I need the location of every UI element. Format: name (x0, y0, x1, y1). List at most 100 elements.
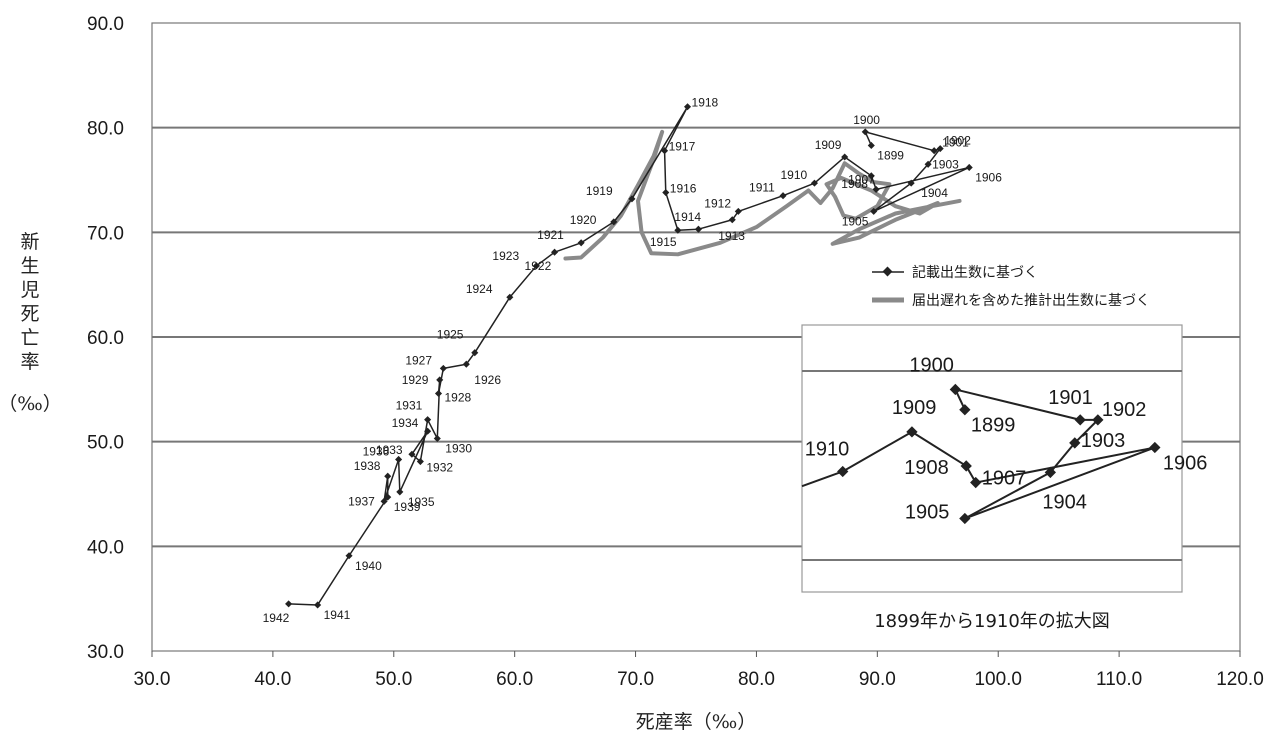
x-tick-label: 110.0 (1096, 669, 1142, 690)
point-label: 1930 (445, 442, 472, 456)
point-label: 1906 (975, 170, 1002, 184)
data-point (867, 141, 875, 149)
point-label: 1914 (674, 210, 701, 224)
svg-text:新: 新 (20, 231, 39, 253)
inset-point-label: 1909 (892, 397, 937, 419)
inset-point-label: 1900 (909, 354, 954, 376)
svg-text:死: 死 (20, 303, 39, 325)
data-point (408, 450, 416, 458)
point-label: 1903 (932, 157, 959, 171)
inset: 1899 1900 1901 1902 1903 1904 1905 1906 1907 1908… (801, 324, 1208, 632)
data-point (684, 103, 692, 111)
inset-data-point (837, 465, 849, 478)
y-tick-label: 60.0 (87, 328, 124, 349)
inset-point-label: 1903 (1081, 430, 1126, 452)
plot-area-frame (151, 22, 1241, 652)
point-label: 1942 (263, 611, 290, 625)
point-label: 1920 (570, 213, 597, 227)
data-point (661, 147, 669, 155)
inset-data-point (959, 404, 971, 416)
y-tick-label: 80.0 (87, 119, 124, 140)
data-point (436, 376, 444, 384)
point-label: 1934 (392, 416, 419, 430)
inset-year-labels: 1899 1900 1901 1902 1903 1904 1905 1906 1907 1908… (805, 354, 1208, 523)
point-label: 1935 (408, 495, 435, 509)
inset-point-label: 1907 (982, 468, 1027, 490)
data-point (380, 497, 388, 505)
legend: 記載出生数に基づく 届出遅れを含めた推計出生数に基づく (872, 264, 1150, 309)
inset-point-label: 1905 (905, 502, 950, 524)
inset-point-label: 1899 (971, 415, 1016, 437)
point-label: 1940 (355, 559, 382, 573)
data-point (907, 179, 915, 187)
legend-entry-estimated: 届出遅れを含めた推計出生数に基づく (912, 292, 1150, 309)
point-label: 1901 (942, 136, 969, 150)
point-label: 1933 (376, 443, 403, 457)
inset-data-point (1149, 441, 1161, 454)
inset-data-point (906, 426, 918, 438)
x-tick-label: 100.0 (974, 669, 1022, 690)
data-point (610, 218, 618, 226)
inset-series (801, 383, 1161, 525)
x-tick-label: 30.0 (134, 669, 171, 690)
x-tick-label: 90.0 (859, 669, 896, 690)
svg-text:率: 率 (20, 351, 39, 373)
point-label: 1923 (492, 249, 519, 263)
point-label: 1919 (586, 184, 613, 198)
point-label: 1932 (426, 461, 453, 475)
point-label: 1907 (848, 172, 875, 186)
data-point (965, 163, 973, 171)
point-label: 1921 (537, 228, 564, 242)
data-point (861, 128, 869, 136)
inset-point-label: 1902 (1102, 399, 1147, 421)
data-point (728, 216, 736, 224)
data-point (694, 225, 702, 233)
data-point (867, 172, 875, 180)
data-point (384, 472, 392, 480)
data-point (930, 147, 938, 155)
point-label: 1922 (525, 259, 552, 273)
y-tick-label: 90.0 (87, 14, 124, 35)
point-label: 1938 (354, 459, 381, 473)
point-label: 1902 (944, 134, 971, 148)
point-label: 1909 (815, 138, 842, 152)
y-tick-label: 70.0 (87, 223, 124, 244)
data-point (506, 293, 514, 301)
x-tick-label: 80.0 (738, 669, 775, 690)
inset-data-point (1069, 437, 1081, 449)
data-point (872, 185, 880, 193)
point-label: 1912 (704, 196, 731, 210)
point-label: 1936 (363, 444, 390, 458)
point-label: 1927 (405, 353, 432, 367)
point-label: 1908 (841, 177, 868, 191)
series-recorded (285, 103, 973, 609)
data-point (345, 552, 353, 560)
data-point (433, 434, 441, 443)
inset-data-point (970, 476, 982, 489)
legend-entry-recorded: 記載出生数に基づく (912, 264, 1038, 281)
x-axis-ticks: 30.0 40.0 50.0 60.0 70.0 80.0 90.0 100.0 110.0 12… (134, 651, 1264, 690)
svg-text:生: 生 (20, 255, 39, 277)
data-point (396, 488, 404, 496)
x-axis-label: 死産率（‰） (636, 711, 757, 733)
series-line-recorded (288, 105, 970, 606)
data-point (471, 349, 479, 357)
x-tick-label: 60.0 (496, 669, 533, 690)
svg-text:児: 児 (20, 279, 39, 301)
inset-data-point (949, 383, 962, 396)
point-label: 1910 (780, 168, 807, 182)
data-point (628, 195, 636, 203)
y-axis-ticks: 30.0 40.0 50.0 60.0 70.0 80.0 90.0 (87, 14, 124, 663)
point-label: 1911 (749, 181, 775, 195)
data-point (434, 389, 443, 398)
inset-caption: 1899年から1910年の拡大図 (874, 611, 1110, 632)
data-point (439, 364, 447, 372)
inset-point-label: 1906 (1163, 453, 1208, 475)
point-label: 1937 (348, 494, 375, 508)
point-label: 1939 (394, 500, 421, 514)
y-tick-label: 50.0 (87, 433, 124, 454)
point-label: 1926 (474, 373, 501, 387)
year-labels: 1899190019011902190319041905190619071908… (263, 96, 1003, 625)
y-tick-label: 40.0 (87, 537, 124, 558)
point-label: 1899 (877, 148, 904, 162)
